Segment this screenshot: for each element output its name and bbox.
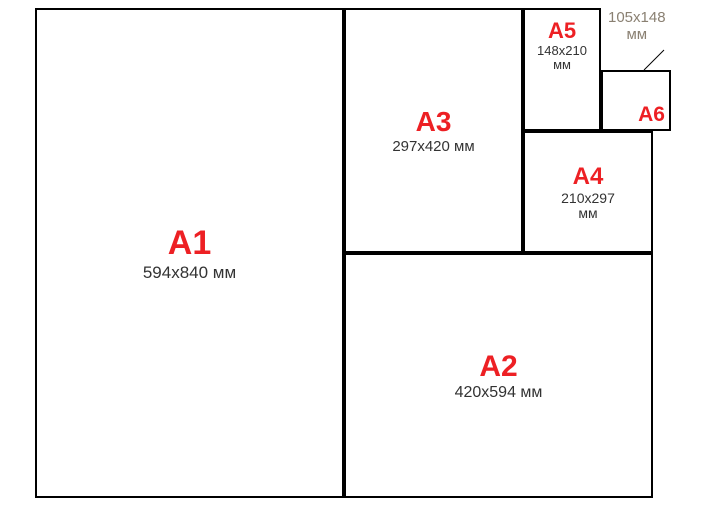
a6-dimensions: 105x148: [608, 10, 666, 27]
box-a6: A6: [601, 70, 671, 131]
box-a5: A5 148x210 мм: [523, 8, 601, 131]
a5-dimensions-unit: мм: [553, 58, 571, 72]
a3-dimensions: 297x420 мм: [392, 138, 474, 155]
a4-label: A4: [573, 163, 604, 191]
paper-size-diagram: A1 594x840 мм A2 420x594 мм A3 297x420 м…: [0, 0, 720, 520]
a4-dimensions-unit: мм: [578, 206, 597, 221]
a5-label: A5: [548, 18, 576, 44]
a6-label: A6: [638, 103, 665, 127]
a6-callout: 105x148 мм: [608, 10, 666, 43]
a5-dimensions: 148x210: [537, 44, 587, 58]
a2-label: A2: [479, 350, 517, 384]
a3-label: A3: [416, 106, 452, 138]
box-a4: A4 210x297 мм: [523, 131, 653, 253]
box-a3: A3 297x420 мм: [344, 8, 523, 253]
a1-dimensions: 594x840 мм: [143, 263, 236, 283]
a6-dimensions-unit: мм: [608, 27, 666, 44]
box-a1: A1 594x840 мм: [35, 8, 344, 498]
a2-dimensions: 420x594 мм: [455, 384, 543, 402]
a4-dimensions: 210x297: [561, 191, 615, 206]
a1-label: A1: [168, 224, 211, 263]
box-a2: A2 420x594 мм: [344, 253, 653, 498]
